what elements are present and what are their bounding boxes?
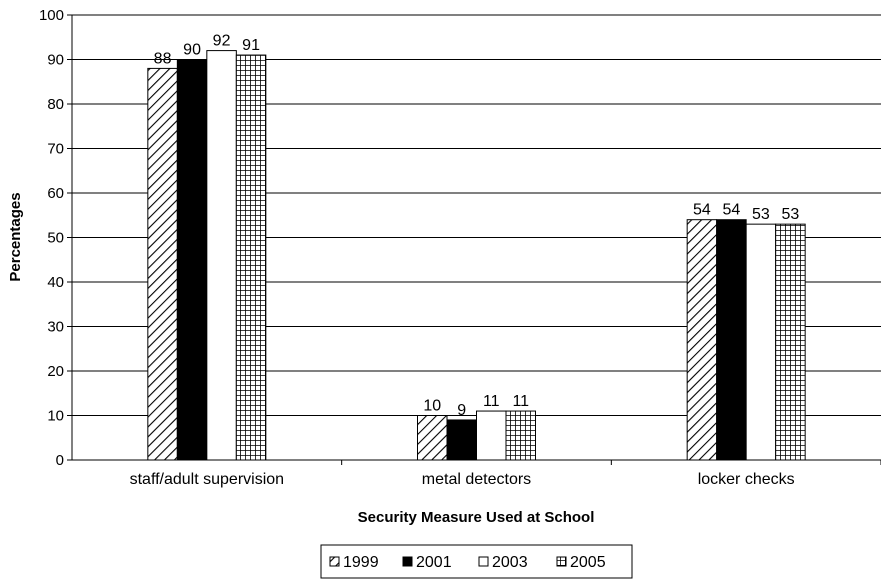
axes: 0 10 20 30 40 50 60 70 80 90 100 staff/adult superv… [39, 7, 881, 488]
bar-1999 [417, 415, 448, 461]
x-category-label: locker checks [698, 471, 795, 488]
y-tick-label: 50 [47, 230, 64, 247]
legend-label: 2001 [416, 554, 452, 571]
bar-2001 [176, 59, 208, 461]
legend-label: 1999 [343, 554, 379, 571]
data-label: 10 [423, 398, 441, 415]
y-tick-label: 10 [47, 408, 64, 425]
bar-1999 [147, 67, 178, 461]
bar-2003 [745, 223, 777, 461]
legend-swatch-2003 [478, 556, 489, 567]
data-label: 92 [213, 33, 231, 50]
data-label: 53 [752, 206, 770, 223]
y-tick-label: 100 [39, 7, 64, 24]
y-tick-label: 70 [47, 141, 64, 158]
y-tick-label: 30 [47, 319, 64, 336]
data-label: 88 [154, 50, 172, 67]
y-tick-label: 40 [47, 274, 64, 291]
data-label: 91 [242, 37, 260, 54]
bar-2001 [716, 219, 747, 461]
legend-swatch-1999 [329, 556, 340, 567]
y-tick-label: 60 [47, 185, 64, 202]
bar-1999 [686, 219, 718, 461]
x-axis-title: Security Measure Used at School [358, 509, 595, 526]
legend-label: 2005 [570, 554, 606, 571]
x-category-label: staff/adult supervision [130, 471, 284, 488]
bar-2003 [476, 410, 507, 461]
data-label: 54 [693, 202, 711, 219]
x-category-label: metal detectors [422, 471, 531, 488]
y-axis-title: Percentages [7, 192, 24, 281]
y-tick-label: 90 [47, 52, 64, 69]
data-label: 54 [723, 202, 741, 219]
data-label: 53 [782, 206, 800, 223]
data-label: 11 [483, 393, 500, 410]
bar-2005 [775, 223, 806, 461]
data-label: 9 [457, 402, 466, 419]
legend: 1999 2001 2003 2005 [320, 544, 633, 579]
bar-2005 [235, 54, 267, 461]
legend-swatch-2005 [556, 556, 567, 567]
data-labels: 88 90 92 91 10 9 11 11 54 54 53 53 [154, 33, 800, 419]
bar-2001 [446, 419, 477, 461]
bars [147, 50, 806, 461]
bar-2003 [206, 50, 237, 461]
legend-label: 2003 [492, 554, 528, 571]
y-tick-label: 80 [47, 96, 64, 113]
bar-2005 [505, 410, 536, 461]
data-label: 90 [183, 42, 201, 59]
data-label: 11 [512, 393, 529, 410]
legend-swatch-2001 [402, 556, 413, 567]
y-tick-label: 0 [56, 452, 64, 469]
legend-frame [320, 544, 633, 579]
y-tick-label: 20 [47, 363, 64, 380]
